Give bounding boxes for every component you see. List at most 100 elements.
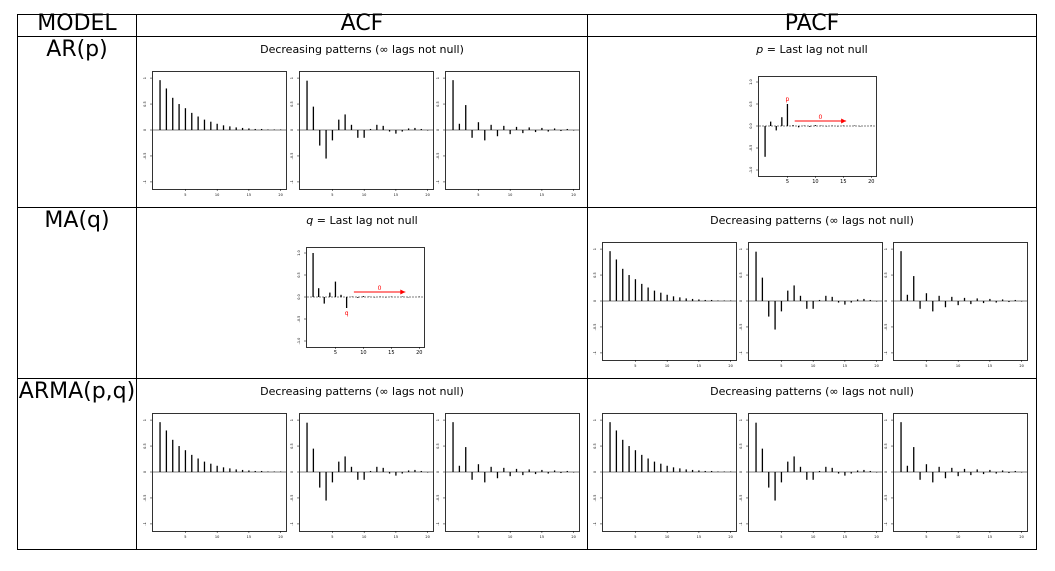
arma-acf-plot-2-ytick-label-2: 0.5: [290, 443, 294, 449]
arma-acf-plot-2-svg: 1 0.5 0 -0.5 -1 5 10 15 20: [290, 413, 434, 539]
arma-pacf-plot-3-ytick-label-4: -0.5: [884, 495, 888, 502]
ar-acf-plot-1-svg: 1 0.5 0 -0.5 -1 5 10 15 20: [143, 71, 287, 197]
arma-acf-plot-2-xtick-label-4: 20: [425, 535, 429, 539]
arma-acf-plot-3-xtick-label-4: 20: [571, 535, 575, 539]
ma-pacf-plot-2-xtick-label-2: 10: [811, 364, 815, 368]
arma-pacf-plot-1-ytick-label-3: 0: [593, 471, 597, 473]
arma-acf-plot-1-ytick-label-2: 0.5: [143, 443, 147, 449]
arma-acf-plot-3-ytick-label-4: -0.5: [436, 495, 440, 502]
ma-pacf-plot-1-xtick-label-2: 10: [665, 364, 669, 368]
arma-pacf-plot-2-frame: [748, 413, 883, 532]
arma-pacf-plot-3-xtick-label-1: 5: [925, 535, 927, 539]
ar-acf-plot-3-frame: [445, 71, 580, 190]
ma-acf-plot: -1.0 -0.5 0.0 0.5 1.0 5 10 15 20 q 0: [292, 245, 432, 357]
ma-acf-plot-frame: [306, 247, 425, 348]
ma-pacf-plot-3-svg: 1 0.5 0 -0.5 -1 5 10 15 20: [884, 242, 1028, 368]
ar-pacf-plot-svg: -1.0 -0.5 0.0 0.5 1.0 5 10 15 20 p 0: [749, 76, 877, 184]
arma-pacf-plot-2-ytick-label-1: 1: [739, 419, 743, 421]
ar-acf-plot-3-ytick-label-4: -0.5: [436, 153, 440, 160]
arma-acf-plot-1-xtick-label-3: 15: [247, 535, 251, 539]
ma-acf-plot-zero-label: 0: [378, 285, 382, 292]
arma-pacf-plot-2-xtick-label-1: 5: [780, 535, 782, 539]
ma-pacf-plot-2-ytick-label-3: 0: [739, 300, 743, 302]
arma-pacf-plot-3-xtick-label-4: 20: [1019, 535, 1023, 539]
arma-acf-plot-2: 1 0.5 0 -0.5 -1 5 10 15 20: [289, 411, 439, 541]
ma-acf-plot-svg: -1.0 -0.5 0.0 0.5 1.0 5 10 15 20 q 0: [297, 247, 425, 356]
ma-pacf-plot-2-ytick-label-5: -1: [739, 351, 743, 355]
arma-acf-plot-3-svg: 1 0.5 0 -0.5 -1 5 10 15 20: [436, 413, 580, 539]
arma-pacf-plot-2-ytick-label-4: -0.5: [739, 495, 743, 502]
ar-acf-plot-1-xtick-label-2: 10: [215, 193, 219, 197]
table-border-bottom: [17, 549, 1037, 550]
ar-acf-plot-2-xtick-label-3: 15: [394, 193, 398, 197]
column-divider-acf: [587, 14, 588, 550]
arma-pacf-caption: Decreasing patterns (∞ lags not null): [710, 385, 914, 398]
arma-pacf-plot-2-ytick-label-2: 0.5: [739, 443, 743, 449]
ar-pacf-plot-xtick-label-2: 10: [812, 179, 818, 184]
ma-pacf-plot-2-frame: [748, 242, 883, 361]
arma-acf-plot-2-ytick-label-3: 0: [290, 471, 294, 473]
ar-acf-plot-1-frame: [152, 71, 287, 190]
arma-acf-plot-3-frame: [445, 413, 580, 532]
ma-pacf-plot-3-ytick-label-4: -0.5: [884, 324, 888, 331]
arma-acf-plot-1-ytick-label-5: -1: [143, 522, 147, 526]
ma-pacf-plot-3-xtick-label-2: 10: [956, 364, 960, 368]
ma-acf-plot-ytick-label-2: -0.5: [297, 316, 301, 323]
ar-acf-plot-1-xtick-label-1: 5: [184, 193, 186, 197]
ar-pacf-plot-ytick-label-2: -0.5: [749, 145, 753, 152]
ma-pacf-plot-3-frame: [893, 242, 1028, 361]
header-acf: ACF: [340, 11, 384, 36]
ma-pacf-plot-2: 1 0.5 0 -0.5 -1 5 10 15 20: [738, 240, 888, 370]
arma-acf-plot-2-frame: [299, 413, 434, 532]
arma-acf-plot-3: 1 0.5 0 -0.5 -1 5 10 15 20: [435, 411, 585, 541]
ma-pacf-caption: Decreasing patterns (∞ lags not null): [710, 214, 914, 227]
ar-acf-plot-1-xtick-label-4: 20: [278, 193, 282, 197]
ma-acf-plot-zero-arrow-head: [400, 289, 406, 295]
ar-pacf-plot-ytick-label-3: 0.0: [749, 123, 753, 129]
ar-acf-plot-1-ytick-label-5: -1: [143, 180, 147, 184]
arma-pacf-plot-2: 1 0.5 0 -0.5 -1 5 10 15 20: [738, 411, 888, 541]
ma-pacf-plot-1-ytick-label-1: 1: [593, 248, 597, 250]
ma-pacf-plot-1-ytick-label-4: -0.5: [593, 324, 597, 331]
arma-pacf-plot-1-ytick-label-4: -0.5: [593, 495, 597, 502]
ma-pacf-plot-1-ytick-label-5: -1: [593, 351, 597, 355]
ma-pacf-plot-2-ytick-label-2: 0.5: [739, 272, 743, 278]
ar-acf-plot-3-xtick-label-1: 5: [477, 193, 479, 197]
arma-acf-plot-2-xtick-label-3: 15: [394, 535, 398, 539]
arma-acf-plot-1: 1 0.5 0 -0.5 -1 5 10 15 20: [142, 411, 292, 541]
header-divider: [17, 36, 1037, 37]
arma-pacf-plot-3-frame: [893, 413, 1028, 532]
arma-pacf-plot-3-ytick-label-3: 0: [884, 471, 888, 473]
ma-acf-plot-ytick-label-3: 0.0: [297, 294, 301, 300]
arma-pacf-plot-3-svg: 1 0.5 0 -0.5 -1 5 10 15 20: [884, 413, 1028, 539]
arma-pacf-plot-1-xtick-label-1: 5: [634, 535, 636, 539]
arma-acf-plot-2-ytick-label-1: 1: [290, 419, 294, 421]
arma-pacf-plot-3-xtick-label-2: 10: [956, 535, 960, 539]
ma-pacf-plot-1-xtick-label-3: 15: [697, 364, 701, 368]
ar-pacf-plot-frame: [758, 76, 877, 177]
ma-acf-plot-ytick-label-1: -1.0: [297, 338, 301, 345]
ar-acf-plot-3-svg: 1 0.5 0 -0.5 -1 5 10 15 20: [436, 71, 580, 197]
ma-pacf-plot-2-ytick-label-4: -0.5: [739, 324, 743, 331]
ma-pacf-plot-3: 1 0.5 0 -0.5 -1 5 10 15 20: [883, 240, 1033, 370]
row-label-ar: AR(p): [46, 37, 108, 62]
arma-acf-plot-2-ytick-label-4: -0.5: [290, 495, 294, 502]
arma-pacf-plot-2-ytick-label-5: -1: [739, 522, 743, 526]
ar-acf-plot-2-xtick-label-2: 10: [362, 193, 366, 197]
arma-pacf-plot-3-xtick-label-3: 15: [988, 535, 992, 539]
arma-pacf-plot-2-ytick-label-3: 0: [739, 471, 743, 473]
ma-acf-caption: q = Last lag not null: [137, 214, 587, 228]
ma-acf-plot-ytick-label-4: 0.5: [297, 272, 301, 278]
arma-acf-plot-2-xtick-label-1: 5: [331, 535, 333, 539]
arma-acf-plot-1-svg: 1 0.5 0 -0.5 -1 5 10 15 20: [143, 413, 287, 539]
column-divider-model: [136, 14, 137, 550]
ar-pacf-plot: -1.0 -0.5 0.0 0.5 1.0 5 10 15 20 p 0: [744, 74, 884, 184]
ma-pacf-plot-1-frame: [602, 242, 737, 361]
ar-acf-plot-1-xtick-label-3: 15: [247, 193, 251, 197]
ar-pacf-plot-ytick-label-1: -1.0: [749, 167, 753, 174]
ar-pacf-caption-var: p: [756, 43, 764, 56]
ma-pacf-plot-3-ytick-label-1: 1: [884, 248, 888, 250]
ma-pacf-plot-3-ytick-label-2: 0.5: [884, 272, 888, 278]
ma-acf-plot-xtick-label-4: 20: [416, 350, 422, 356]
ar-pacf-caption-rest: = Last lag not null: [763, 43, 868, 56]
